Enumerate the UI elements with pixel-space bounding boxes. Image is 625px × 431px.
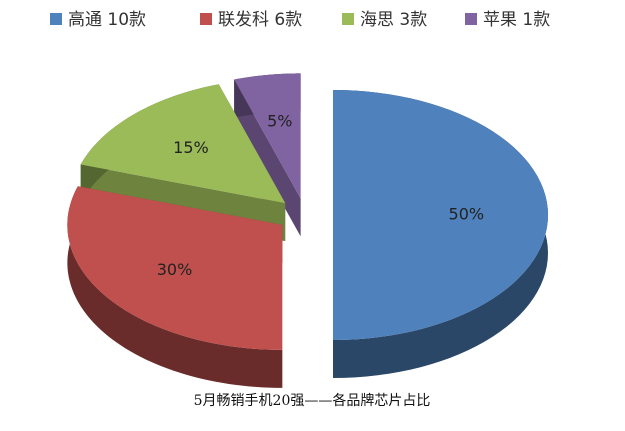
data-label: 5% bbox=[267, 111, 292, 130]
data-label: 50% bbox=[449, 205, 485, 224]
legend-text: 苹果 1款 bbox=[483, 10, 550, 30]
data-label: 30% bbox=[157, 260, 193, 279]
legend-swatch bbox=[465, 13, 477, 25]
data-label: 15% bbox=[173, 138, 209, 157]
legend-text: 联发科 6款 bbox=[218, 10, 302, 30]
pie-slice bbox=[234, 73, 301, 199]
chart-title: 5月畅销手机20强——各品牌芯片占比 bbox=[194, 392, 431, 409]
slice-wall bbox=[234, 79, 301, 237]
slice-side bbox=[67, 186, 283, 388]
pie-slice bbox=[67, 186, 283, 350]
legend-text: 高通 10款 bbox=[68, 10, 146, 30]
legend-text: 海思 3款 bbox=[360, 10, 427, 30]
legend-swatch bbox=[50, 13, 62, 25]
legend-swatch bbox=[200, 13, 212, 25]
pie-slice bbox=[333, 90, 548, 340]
legend-swatch bbox=[342, 13, 354, 25]
pie-slice bbox=[80, 84, 286, 204]
